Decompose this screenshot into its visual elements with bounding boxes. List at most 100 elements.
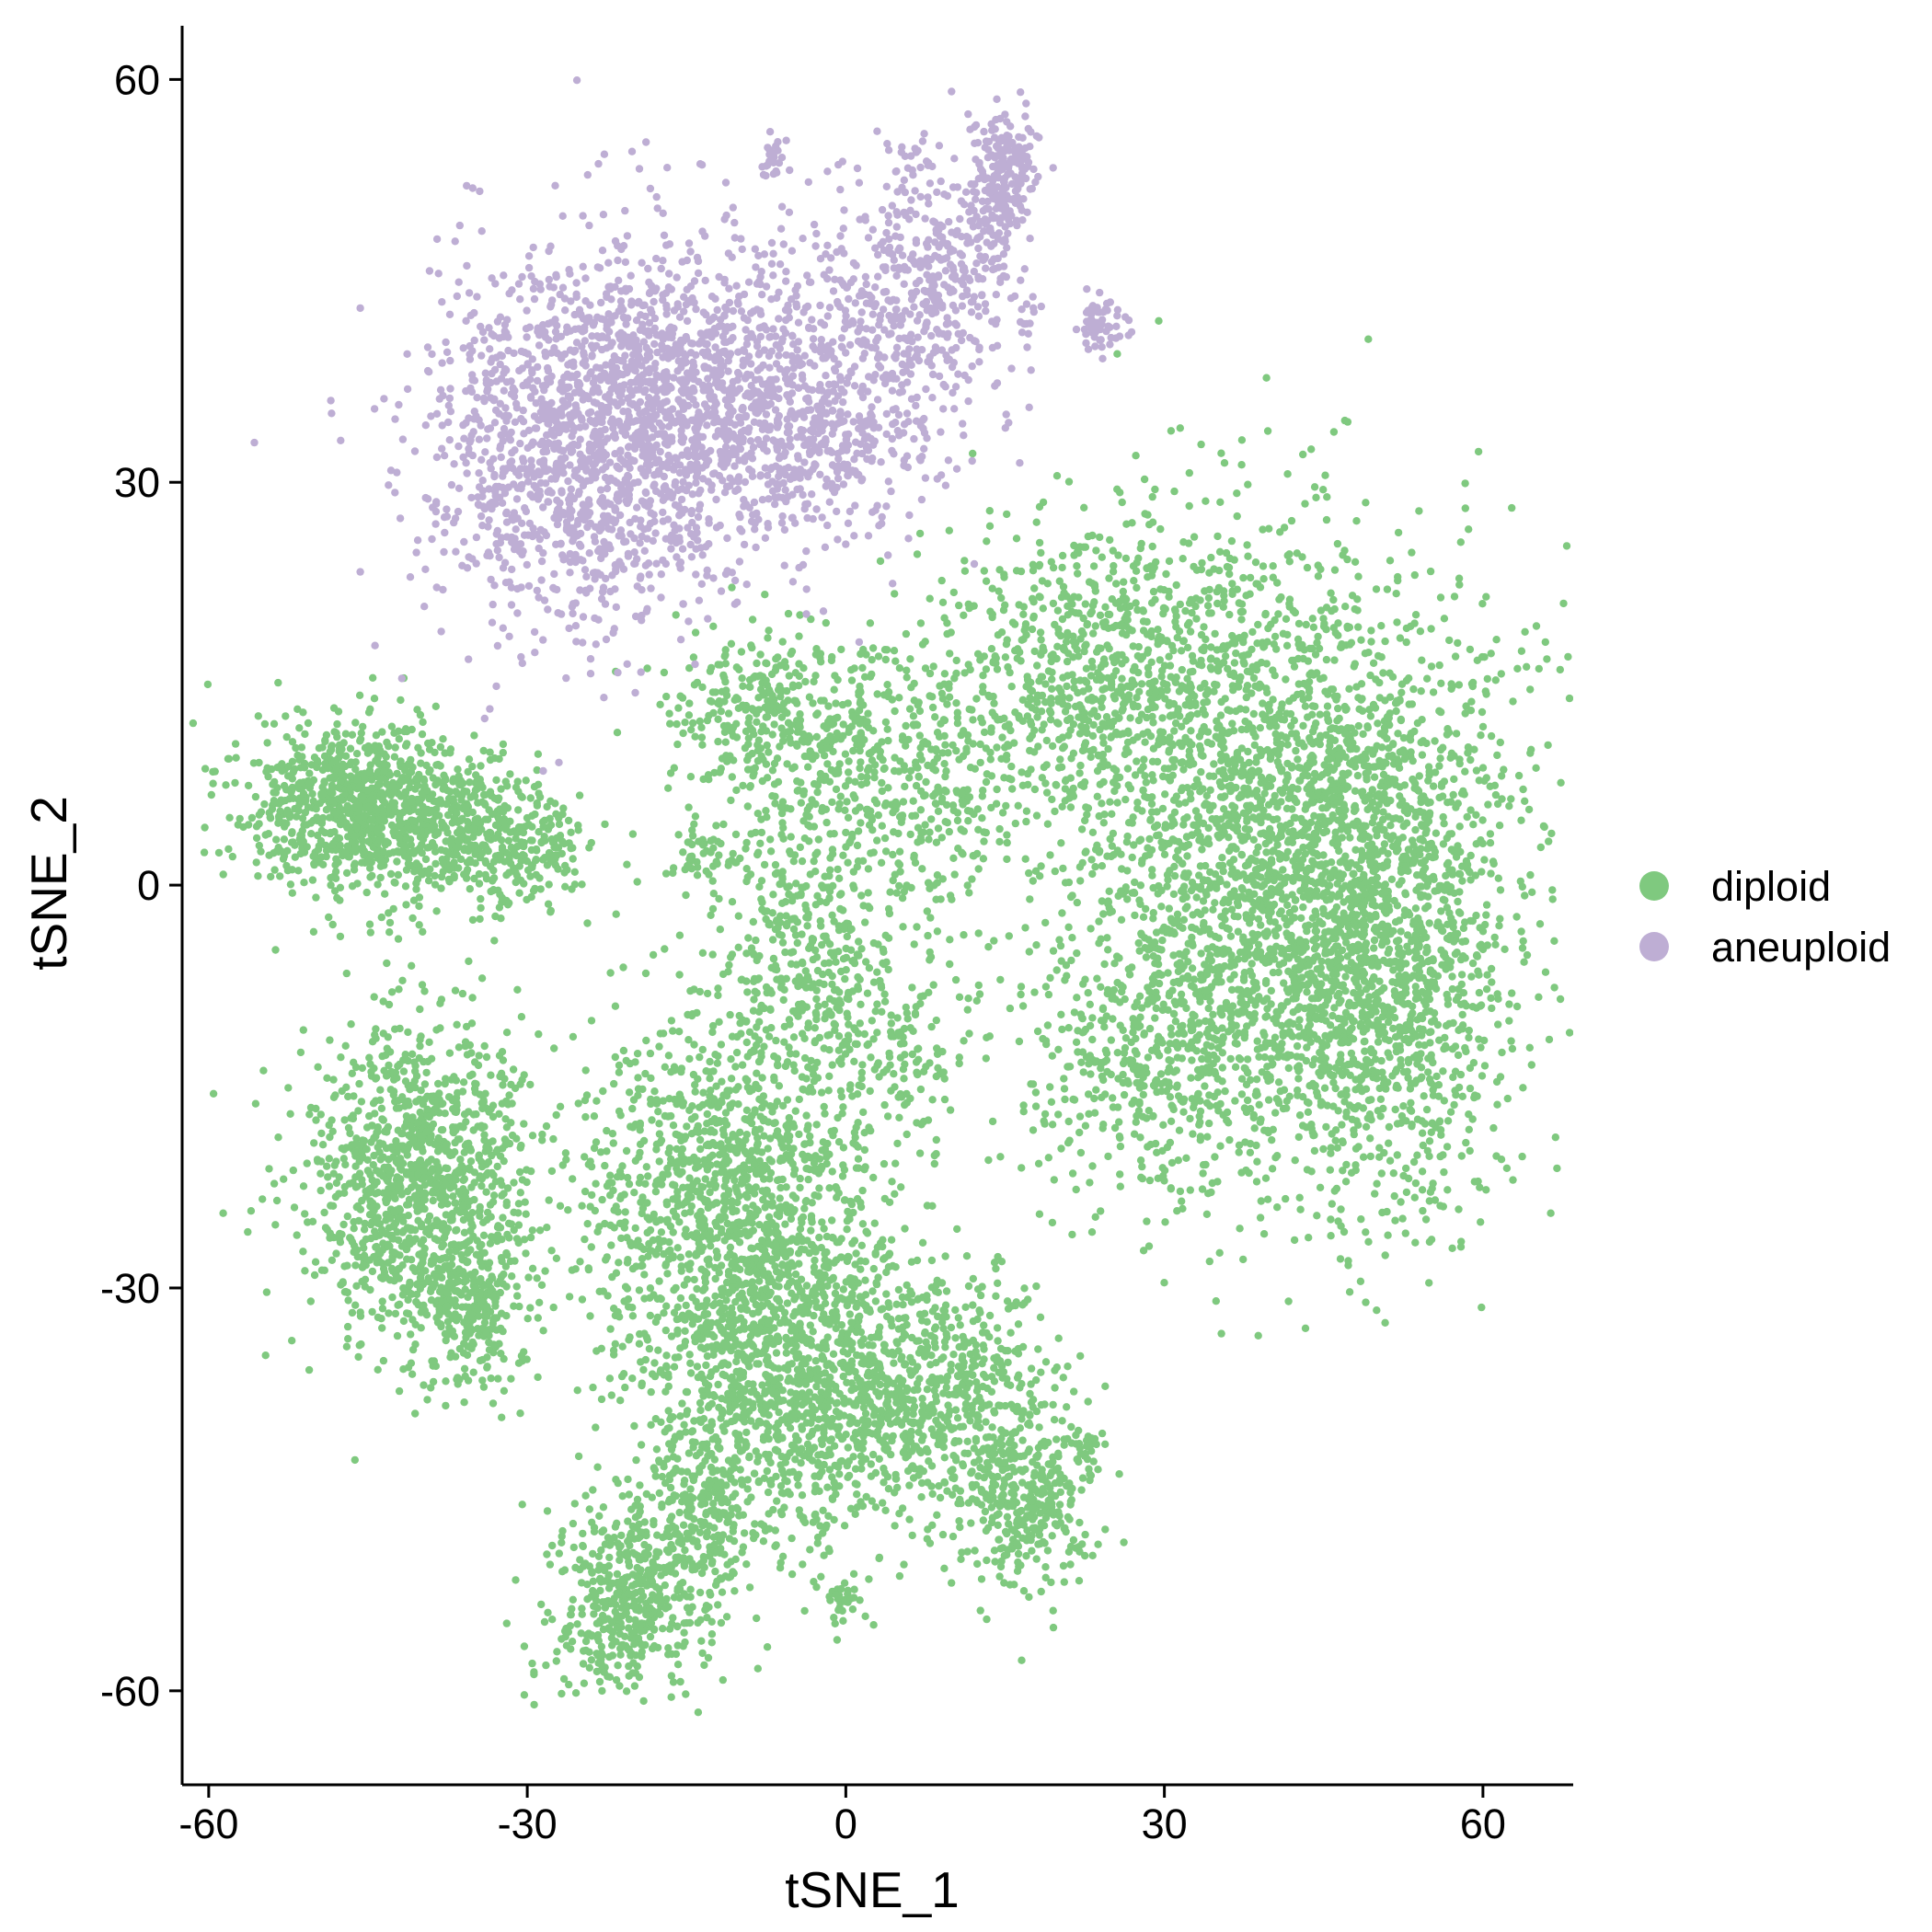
point-diploid xyxy=(1261,959,1271,967)
point-diploid xyxy=(1121,1034,1131,1042)
point-diploid xyxy=(1254,1331,1262,1340)
point-diploid xyxy=(1451,929,1460,938)
point-diploid xyxy=(1274,1098,1283,1108)
point-diploid xyxy=(1023,712,1032,720)
point-diploid xyxy=(1314,632,1322,641)
point-diploid xyxy=(1259,575,1268,583)
point-diploid xyxy=(1282,675,1290,684)
point-diploid xyxy=(1364,1010,1373,1019)
point-diploid xyxy=(1283,741,1292,749)
point-diploid xyxy=(1087,747,1095,755)
point-diploid xyxy=(1116,1170,1124,1179)
point-diploid xyxy=(1287,931,1295,940)
point-diploid xyxy=(1465,525,1473,534)
point-diploid xyxy=(1091,863,1099,871)
point-diploid xyxy=(727,796,735,805)
point-diploid xyxy=(1004,741,1012,749)
point-diploid xyxy=(1288,762,1296,770)
point-diploid xyxy=(1248,960,1256,968)
point-diploid xyxy=(1494,995,1502,1004)
point-diploid xyxy=(1196,1097,1204,1105)
point-diploid xyxy=(996,975,1005,984)
point-diploid xyxy=(1164,925,1172,934)
point-diploid xyxy=(1293,549,1302,558)
point-diploid xyxy=(1284,1064,1294,1073)
point-diploid xyxy=(1519,1084,1527,1092)
point-diploid xyxy=(1454,897,1462,906)
point-diploid xyxy=(990,937,998,945)
point-diploid xyxy=(1327,1232,1335,1240)
point-diploid xyxy=(1272,1007,1281,1017)
point-diploid xyxy=(1232,845,1240,853)
point-diploid xyxy=(1271,927,1280,936)
point-diploid xyxy=(1116,1142,1125,1151)
point-diploid xyxy=(1387,875,1397,883)
point-diploid xyxy=(1443,1117,1453,1125)
point-diploid xyxy=(1425,1075,1434,1084)
point-diploid xyxy=(1127,1060,1135,1068)
point-diploid xyxy=(1073,562,1081,570)
point-diploid xyxy=(868,644,878,652)
point-diploid xyxy=(1074,1048,1082,1056)
point-diploid xyxy=(1087,609,1095,618)
point-diploid xyxy=(883,725,891,733)
point-diploid xyxy=(1467,972,1476,981)
point-diploid xyxy=(1086,1021,1095,1030)
point-diploid xyxy=(969,449,977,458)
point-diploid xyxy=(1380,932,1388,940)
point-diploid xyxy=(1250,1124,1259,1133)
point-diploid xyxy=(1444,957,1453,965)
point-diploid xyxy=(1218,1049,1227,1057)
point-diploid xyxy=(1048,675,1056,684)
point-diploid xyxy=(1539,822,1548,831)
point-diploid xyxy=(978,719,987,727)
point-diploid xyxy=(1136,544,1145,553)
point-diploid xyxy=(1098,862,1107,870)
point-diploid xyxy=(1374,1107,1383,1115)
point-diploid xyxy=(1574,705,1581,712)
point-diploid xyxy=(1145,1024,1155,1033)
point-diploid xyxy=(1314,572,1323,581)
point-diploid xyxy=(976,740,984,749)
point-diploid xyxy=(1021,924,1029,932)
point-diploid xyxy=(1443,934,1452,943)
point-diploid xyxy=(1243,986,1252,995)
point-diploid xyxy=(1333,872,1341,880)
point-diploid xyxy=(1192,776,1202,784)
point-diploid xyxy=(1153,821,1162,830)
point-diploid xyxy=(1234,955,1242,963)
point-diploid xyxy=(1294,1075,1303,1083)
point-diploid xyxy=(1283,551,1292,559)
point-diploid xyxy=(1381,1251,1389,1259)
point-diploid xyxy=(1435,762,1443,770)
point-diploid xyxy=(1417,821,1426,829)
point-diploid xyxy=(1177,990,1186,999)
point-diploid xyxy=(1196,882,1205,891)
point-diploid xyxy=(1237,725,1246,734)
point-diploid xyxy=(1419,1206,1427,1215)
point-diploid xyxy=(1508,1044,1517,1053)
point-diploid xyxy=(1312,934,1321,942)
point-diploid xyxy=(1399,1102,1408,1110)
point-diploid xyxy=(1239,1000,1248,1008)
point-diploid xyxy=(1064,1139,1073,1147)
point-diploid xyxy=(1378,743,1386,752)
point-diploid xyxy=(1037,673,1045,681)
point-diploid xyxy=(1227,905,1236,914)
point-diploid xyxy=(1141,772,1149,780)
point-diploid xyxy=(1282,615,1291,623)
point-diploid xyxy=(1030,726,1039,735)
point-diploid xyxy=(1057,763,1066,771)
point-diploid xyxy=(945,680,953,688)
point-diploid xyxy=(1042,736,1052,745)
point-diploid xyxy=(1006,668,1014,677)
point-diploid xyxy=(986,755,995,764)
point-diploid xyxy=(1421,904,1430,913)
point-diploid xyxy=(1076,877,1085,885)
point-diploid xyxy=(1637,828,1644,835)
point-diploid xyxy=(1231,1039,1240,1048)
point-diploid xyxy=(1243,1096,1252,1105)
point-diploid xyxy=(1133,733,1142,742)
point-diploid xyxy=(1359,902,1368,910)
point-diploid xyxy=(1246,1148,1255,1157)
